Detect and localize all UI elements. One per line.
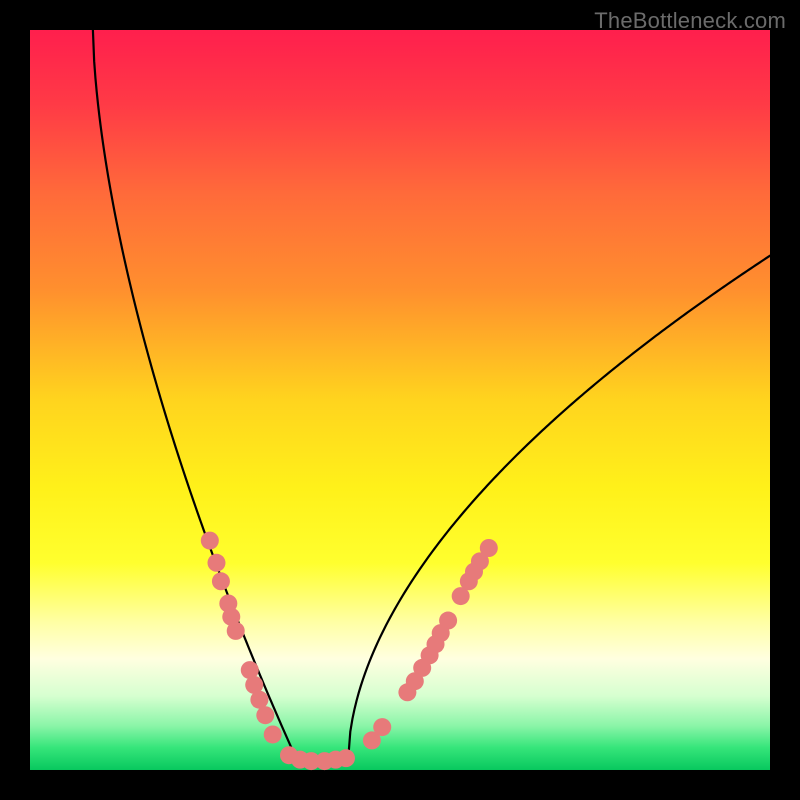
data-marker [337,749,355,767]
data-marker [480,539,498,557]
data-marker [373,718,391,736]
data-marker [264,725,282,743]
data-marker [212,572,230,590]
data-marker [207,554,225,572]
data-marker [250,691,268,709]
data-marker [256,706,274,724]
watermark-label: TheBottleneck.com [594,8,786,34]
bottleneck-chart: TheBottleneck.com [0,0,800,800]
plot-background [30,30,770,770]
data-marker [439,612,457,630]
data-marker [201,532,219,550]
data-marker [227,622,245,640]
chart-svg [0,0,800,800]
